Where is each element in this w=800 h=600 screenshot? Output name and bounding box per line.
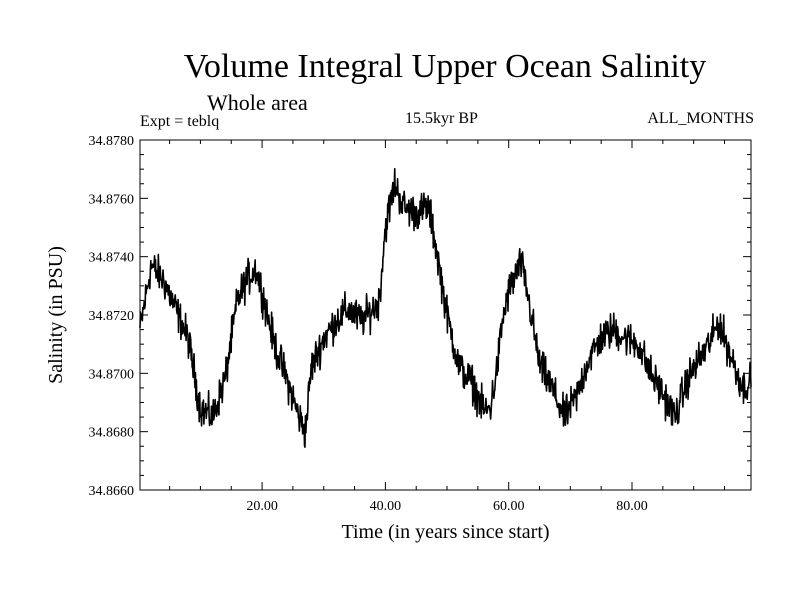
experiment-label: Expt = teblq	[140, 113, 220, 130]
tick-layer: 34.8660 34.8680 34.8700 34.8720 34.8740 34.87…	[89, 134, 751, 514]
y-axis-label: Salinity (in PSU)	[45, 246, 67, 384]
x-tick-label: 40.00	[370, 499, 402, 514]
y-tick-label: 34.8760	[89, 192, 135, 207]
y-tick-label: 34.8780	[89, 134, 135, 149]
months-label: ALL_MONTHS	[647, 110, 754, 127]
x-tick-label: 20.00	[246, 499, 278, 514]
y-tick-label: 34.8680	[89, 426, 135, 441]
x-axis-label: Time (in years since start)	[341, 521, 549, 543]
y-tick-label: 34.8700	[89, 367, 135, 382]
plot-frame	[139, 139, 752, 491]
series-layer	[139, 167, 752, 448]
y-tick-label: 34.8720	[89, 309, 135, 324]
x-tick-label: 60.00	[493, 499, 525, 514]
chart-subtitle: Whole area	[207, 90, 308, 115]
y-tick-label: 34.8740	[89, 251, 135, 266]
period-label: 15.5kyr BP	[405, 110, 478, 127]
series-line-salinity	[139, 167, 752, 448]
y-tick-label: 34.8660	[89, 484, 135, 499]
chart-title: Volume Integral Upper Ocean Salinity	[183, 48, 707, 85]
x-tick-label: 80.00	[616, 499, 648, 514]
